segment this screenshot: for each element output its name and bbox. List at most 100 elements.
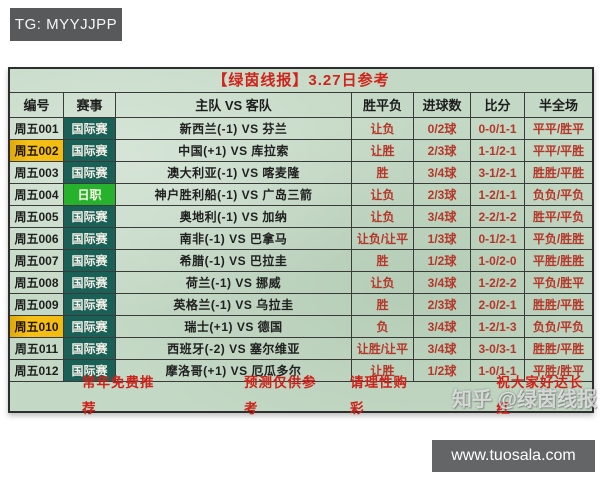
teams-cell: 瑞士(+1) VS 德国 bbox=[116, 316, 352, 338]
goals-pick-cell: 2/3球 bbox=[414, 140, 471, 162]
match-id-cell-highlighted: 周五002 bbox=[10, 140, 64, 162]
table-row: 周五008 国际赛 荷兰(-1) VS 挪威 让负 3/4球 1-2/2-2 平… bbox=[10, 272, 592, 294]
wdl-pick-cell: 让负 bbox=[352, 184, 414, 206]
table-row: 周五003 国际赛 澳大利亚(-1) VS 喀麦隆 胜 3/4球 3-1/2-1… bbox=[10, 162, 592, 184]
match-id-cell: 周五007 bbox=[10, 250, 64, 272]
goals-pick-cell: 3/4球 bbox=[414, 338, 471, 360]
match-id-cell: 周五006 bbox=[10, 228, 64, 250]
wdl-pick-cell: 让胜 bbox=[352, 360, 414, 382]
match-id-cell: 周五004 bbox=[10, 184, 64, 206]
league-cell-jleague: 日职 bbox=[64, 184, 116, 206]
half-full-pick-cell: 平负/胜胜 bbox=[525, 228, 592, 250]
league-cell: 国际赛 bbox=[64, 316, 116, 338]
league-cell: 国际赛 bbox=[64, 250, 116, 272]
score-pick-cell: 3-0/3-1 bbox=[471, 338, 525, 360]
half-full-pick-cell: 平胜/胜胜 bbox=[525, 250, 592, 272]
teams-cell: 新西兰(-1) VS 芬兰 bbox=[116, 118, 352, 140]
half-full-pick-cell: 胜平/平负 bbox=[525, 206, 592, 228]
table-header-row: 编号 赛事 主队 VS 客队 胜平负 进球数 比分 半全场 bbox=[10, 93, 592, 118]
goals-pick-cell: 0/2球 bbox=[414, 118, 471, 140]
wdl-pick-cell: 让负/让平 bbox=[352, 228, 414, 250]
league-cell: 国际赛 bbox=[64, 338, 116, 360]
wdl-pick-cell: 胜 bbox=[352, 294, 414, 316]
teams-cell: 南非(-1) VS 巴拿马 bbox=[116, 228, 352, 250]
goals-pick-cell: 3/4球 bbox=[414, 162, 471, 184]
header-wdl: 胜平负 bbox=[352, 93, 414, 118]
goals-pick-cell: 1/2球 bbox=[414, 360, 471, 382]
match-id-cell: 周五005 bbox=[10, 206, 64, 228]
half-full-pick-cell: 平平/平胜 bbox=[525, 140, 592, 162]
table-row: 周五011 国际赛 西班牙(-2) VS 塞尔维亚 让胜/让平 3/4球 3-0… bbox=[10, 338, 592, 360]
league-cell: 国际赛 bbox=[64, 162, 116, 184]
goals-pick-cell: 3/4球 bbox=[414, 316, 471, 338]
goals-pick-cell: 1/3球 bbox=[414, 228, 471, 250]
website-badge: www.tuosala.com bbox=[432, 440, 595, 472]
wdl-pick-cell: 让负 bbox=[352, 118, 414, 140]
teams-cell: 摩洛哥(+1) VS 厄瓜多尔 bbox=[116, 360, 352, 382]
header-half-full: 半全场 bbox=[525, 93, 592, 118]
table-row: 周五007 国际赛 希腊(-1) VS 巴拉圭 胜 1/2球 1-0/2-0 平… bbox=[10, 250, 592, 272]
goals-pick-cell: 2/3球 bbox=[414, 294, 471, 316]
half-full-pick-cell: 平胜/胜平 bbox=[525, 360, 592, 382]
score-pick-cell: 2-2/1-2 bbox=[471, 206, 525, 228]
goals-pick-cell: 3/4球 bbox=[414, 272, 471, 294]
table-row: 周五006 国际赛 南非(-1) VS 巴拿马 让负/让平 1/3球 0-1/2… bbox=[10, 228, 592, 250]
half-full-pick-cell: 胜胜/平胜 bbox=[525, 162, 592, 184]
score-pick-cell: 1-2/1-3 bbox=[471, 316, 525, 338]
score-pick-cell: 0-0/1-1 bbox=[471, 118, 525, 140]
match-id-cell: 周五003 bbox=[10, 162, 64, 184]
score-pick-cell: 2-0/2-1 bbox=[471, 294, 525, 316]
score-pick-cell: 1-2/2-2 bbox=[471, 272, 525, 294]
wdl-pick-cell: 负 bbox=[352, 316, 414, 338]
header-match-id: 编号 bbox=[10, 93, 64, 118]
league-cell: 国际赛 bbox=[64, 294, 116, 316]
header-league: 赛事 bbox=[64, 93, 116, 118]
table-row: 周五009 国际赛 英格兰(-1) VS 乌拉圭 胜 2/3球 2-0/2-1 … bbox=[10, 294, 592, 316]
footer-note-reference: 预测仅供参考 bbox=[244, 374, 317, 416]
match-id-cell-highlighted: 周五010 bbox=[10, 316, 64, 338]
header-score: 比分 bbox=[471, 93, 525, 118]
half-full-pick-cell: 胜胜/平胜 bbox=[525, 338, 592, 360]
league-cell: 国际赛 bbox=[64, 272, 116, 294]
telegram-badge: TG: MYYJJPP bbox=[10, 8, 122, 41]
teams-cell: 中国(+1) VS 库拉索 bbox=[116, 140, 352, 162]
wdl-pick-cell: 让胜 bbox=[352, 140, 414, 162]
league-cell: 国际赛 bbox=[64, 118, 116, 140]
zhihu-watermark: 知乎 @绿茵线报 bbox=[452, 389, 598, 411]
wdl-pick-cell: 胜 bbox=[352, 162, 414, 184]
wdl-pick-cell: 让负 bbox=[352, 206, 414, 228]
goals-pick-cell: 2/3球 bbox=[414, 184, 471, 206]
match-id-cell: 周五012 bbox=[10, 360, 64, 382]
teams-cell: 神户胜利船(-1) VS 广岛三箭 bbox=[116, 184, 352, 206]
tips-table: 【绿茵线报】3.27日参考 编号 赛事 主队 VS 客队 胜平负 进球数 比分 … bbox=[8, 67, 594, 416]
league-cell: 国际赛 bbox=[64, 140, 116, 162]
half-full-pick-cell: 平负/胜平 bbox=[525, 272, 592, 294]
table-title: 【绿茵线报】3.27日参考 bbox=[10, 69, 592, 93]
goals-pick-cell: 3/4球 bbox=[414, 206, 471, 228]
teams-cell: 西班牙(-2) VS 塞尔维亚 bbox=[116, 338, 352, 360]
league-cell: 国际赛 bbox=[64, 228, 116, 250]
header-teams: 主队 VS 客队 bbox=[116, 93, 352, 118]
score-pick-cell: 0-1/2-1 bbox=[471, 228, 525, 250]
table-row: 周五010 国际赛 瑞士(+1) VS 德国 负 3/4球 1-2/1-3 负负… bbox=[10, 316, 592, 338]
table-row: 周五005 国际赛 奥地利(-1) VS 加纳 让负 3/4球 2-2/1-2 … bbox=[10, 206, 592, 228]
match-id-cell: 周五009 bbox=[10, 294, 64, 316]
score-pick-cell: 1-1/2-1 bbox=[471, 140, 525, 162]
wdl-pick-cell: 胜 bbox=[352, 250, 414, 272]
match-id-cell: 周五001 bbox=[10, 118, 64, 140]
match-id-cell: 周五008 bbox=[10, 272, 64, 294]
footer-note-luck: 祝大家好达长红 bbox=[496, 374, 584, 416]
goals-pick-cell: 1/2球 bbox=[414, 250, 471, 272]
score-pick-cell: 1-2/1-1 bbox=[471, 184, 525, 206]
teams-cell: 英格兰(-1) VS 乌拉圭 bbox=[116, 294, 352, 316]
table-row: 周五004 日职 神户胜利船(-1) VS 广岛三箭 让负 2/3球 1-2/1… bbox=[10, 184, 592, 206]
score-pick-cell: 1-0/1-1 bbox=[471, 360, 525, 382]
league-cell: 国际赛 bbox=[64, 206, 116, 228]
teams-cell: 澳大利亚(-1) VS 喀麦隆 bbox=[116, 162, 352, 184]
teams-cell: 奥地利(-1) VS 加纳 bbox=[116, 206, 352, 228]
half-full-pick-cell: 平平/胜平 bbox=[525, 118, 592, 140]
teams-cell: 希腊(-1) VS 巴拉圭 bbox=[116, 250, 352, 272]
wdl-pick-cell: 让负 bbox=[352, 272, 414, 294]
half-full-pick-cell: 负负/平负 bbox=[525, 316, 592, 338]
